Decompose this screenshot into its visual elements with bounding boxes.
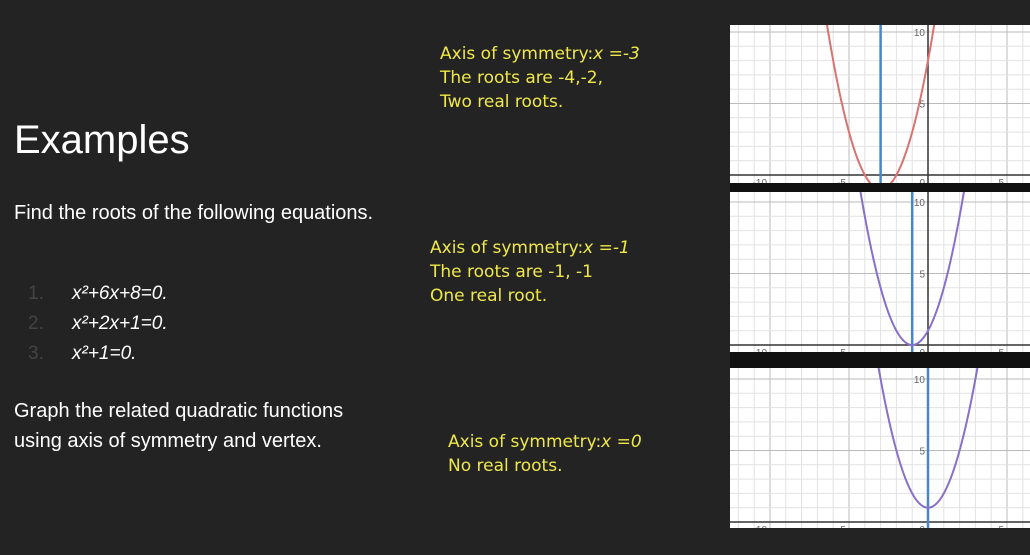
note-line: Two real roots. (440, 92, 564, 112)
y-tick-label: 5 (919, 447, 925, 458)
note-value: x =-3 (593, 44, 640, 64)
y-tick-label: 10 (914, 375, 926, 386)
x-tick-label: -10 (753, 348, 768, 352)
graph: -10 -5 0 5 10 5 (730, 368, 1030, 528)
x-tick-label: -5 (837, 348, 846, 352)
separator (730, 183, 1030, 192)
note-line: The roots are -1, -1 (430, 262, 593, 282)
x-tick-label: 5 (998, 178, 1004, 183)
x-tick-label: 0 (919, 525, 925, 528)
graph: -10 -5 0 5 10 5 (730, 192, 1030, 352)
note: Axis of symmetry:x =-1 The roots are -1,… (430, 236, 630, 308)
equation-number: 2. (28, 313, 44, 334)
x-tick-label: -10 (753, 525, 768, 528)
instructions: Find the roots of the following equation… (14, 202, 374, 224)
equation-text: x²+1=0. (72, 343, 137, 364)
graph: -10 -5 0 5 10 5 (730, 25, 1030, 183)
note-label: Axis of symmetry: (430, 238, 584, 258)
parabola (877, 368, 979, 509)
note-line: The roots are -4,-2, (440, 68, 603, 88)
separator (730, 352, 1030, 368)
equation-text: x²+2x+1=0. (72, 313, 168, 334)
note-axis: Axis of symmetry:x =0 (448, 430, 642, 454)
x-tick-label: -5 (837, 178, 846, 183)
note-line: No real roots. (448, 456, 563, 476)
equation-number: 1. (28, 283, 44, 304)
note-label: Axis of symmetry: (440, 44, 594, 64)
note-line: One real root. (430, 286, 548, 306)
y-tick-label: 10 (914, 28, 926, 39)
y-tick-label: 10 (914, 198, 926, 209)
slide-title: Examples (14, 118, 190, 162)
equation-number: 3. (28, 343, 44, 364)
y-tick-label: 5 (919, 100, 925, 111)
x-tick-label: 5 (998, 525, 1004, 528)
parabola (859, 192, 965, 346)
equation: 2. x²+2x+1=0. (28, 313, 168, 335)
note-value: x =-1 (583, 238, 630, 258)
note-value: x =0 (601, 432, 642, 452)
x-tick-label: -10 (753, 178, 768, 183)
x-tick-label: 0 (919, 348, 925, 352)
note: Axis of symmetry:x =-3 The roots are -4,… (440, 42, 640, 114)
equation: 1. x²+6x+8=0. (28, 283, 168, 305)
note-axis: Axis of symmetry:x =-3 (440, 42, 640, 66)
note-axis: Axis of symmetry:x =-1 (430, 236, 630, 260)
y-tick-label: 5 (919, 270, 925, 281)
x-tick-label: -5 (837, 525, 846, 528)
note: Axis of symmetry:x =0 No real roots. (448, 430, 642, 478)
equation-text: x²+6x+8=0. (72, 283, 168, 304)
x-tick-label: 5 (998, 348, 1004, 352)
x-tick-label: 0 (919, 178, 925, 183)
task: Graph the related quadratic functions us… (14, 400, 344, 452)
equation: 3. x²+1=0. (28, 343, 136, 365)
note-label: Axis of symmetry: (448, 432, 602, 452)
